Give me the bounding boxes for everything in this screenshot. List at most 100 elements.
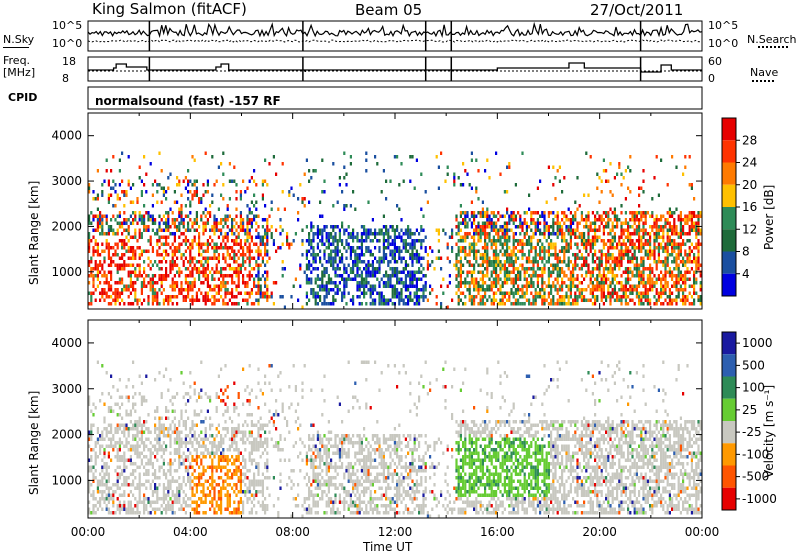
heatmap-cell [180,507,183,511]
heatmap-cell [125,423,128,427]
heatmap-cell [136,221,139,225]
heatmap-cell [325,260,328,264]
heatmap-cell [378,232,381,236]
heatmap-cell [569,211,572,215]
heatmap-cell [611,270,614,274]
heatmap-cell [415,291,418,295]
heatmap-cell [206,211,209,215]
heatmap-cell [105,504,108,508]
heatmap-cell [213,298,216,302]
heatmap-cell [127,246,130,250]
heatmap-cell [231,228,234,232]
heatmap-cell [633,232,636,236]
heatmap-cell [398,291,401,295]
heatmap-cell [303,197,306,201]
heatmap-cell [145,172,148,176]
heatmap-cell [358,256,361,260]
heatmap-cell [695,214,698,218]
heatmap-cell [96,500,99,504]
heatmap-cell [466,225,469,229]
heatmap-cell [459,249,462,253]
heatmap-cell [547,165,550,169]
heatmap-cell [182,500,185,504]
heatmap-cell [184,204,187,208]
heatmap-cell [690,242,693,246]
heatmap-cell [154,298,157,302]
heatmap-cell [591,228,594,232]
heatmap-cell [193,193,196,197]
heatmap-cell [653,225,656,229]
heatmap-cell [220,221,223,225]
heatmap-cell [156,253,159,257]
heatmap-cell [264,270,267,274]
heatmap-cell [525,225,528,229]
heatmap-cell [693,291,696,295]
heatmap-cell [642,295,645,299]
heatmap-cell [611,246,614,250]
heatmap-cell [481,260,484,264]
heatmap-cell [365,274,368,278]
heatmap-cell [664,256,667,260]
heatmap-cell [525,256,528,260]
heatmap-cell [662,239,665,243]
heatmap-cell [679,270,682,274]
heatmap-cell [475,242,478,246]
heatmap-cell [367,263,370,267]
heatmap-cell [356,239,359,243]
heatmap-cell [457,225,460,229]
heatmap-cell [182,451,185,455]
heatmap-cell [110,427,113,431]
heatmap-cell [132,183,135,187]
heatmap-cell [162,302,165,306]
heatmap-cell [651,211,654,215]
heatmap-cell [653,246,656,250]
heatmap-cell [160,448,163,452]
heatmap-cell [189,441,192,445]
heatmap-cell [158,427,161,431]
heatmap-cell [492,242,495,246]
heatmap-cell [127,228,130,232]
heatmap-cell [431,288,434,292]
heatmap-cell [327,256,330,260]
heatmap-cell [484,221,487,225]
heatmap-cell [261,260,264,264]
heatmap-cell [521,242,524,246]
heatmap-cell [123,239,126,243]
heatmap-cell [129,500,132,504]
heatmap-cell [149,162,152,166]
heatmap-cell [202,263,205,267]
heatmap-cell [360,242,363,246]
heatmap-cell [266,298,269,302]
heatmap-cell [198,277,201,281]
heatmap-cell [457,228,460,232]
heatmap-cell [380,302,383,306]
heatmap-cell [657,256,660,260]
heatmap-cell [660,158,663,162]
heatmap-cell [138,437,141,441]
heatmap-cell [565,246,568,250]
heatmap-cell [413,277,416,281]
heatmap-cell [486,298,489,302]
heatmap-cell [642,302,645,306]
freq-panel-frame [87,56,703,82]
heatmap-cell [589,274,592,278]
heatmap-cell [596,235,599,239]
heatmap-cell [468,260,471,264]
heatmap-cell [198,246,201,250]
heatmap-cell [607,291,610,295]
heatmap-cell [536,186,539,190]
heatmap-cell [642,235,645,239]
heatmap-cell [488,218,491,222]
heatmap-cell [695,242,698,246]
heatmap-cell [400,288,403,292]
heatmap-cell [695,221,698,225]
heatmap-cell [600,284,603,288]
heatmap-cell [664,225,667,229]
heatmap-cell [171,476,174,480]
heatmap-cell [510,260,513,264]
heatmap-cell [162,493,165,497]
heatmap-cell [642,270,645,274]
heatmap-cell [611,193,614,197]
heatmap-cell [578,256,581,260]
heatmap-cell [376,270,379,274]
